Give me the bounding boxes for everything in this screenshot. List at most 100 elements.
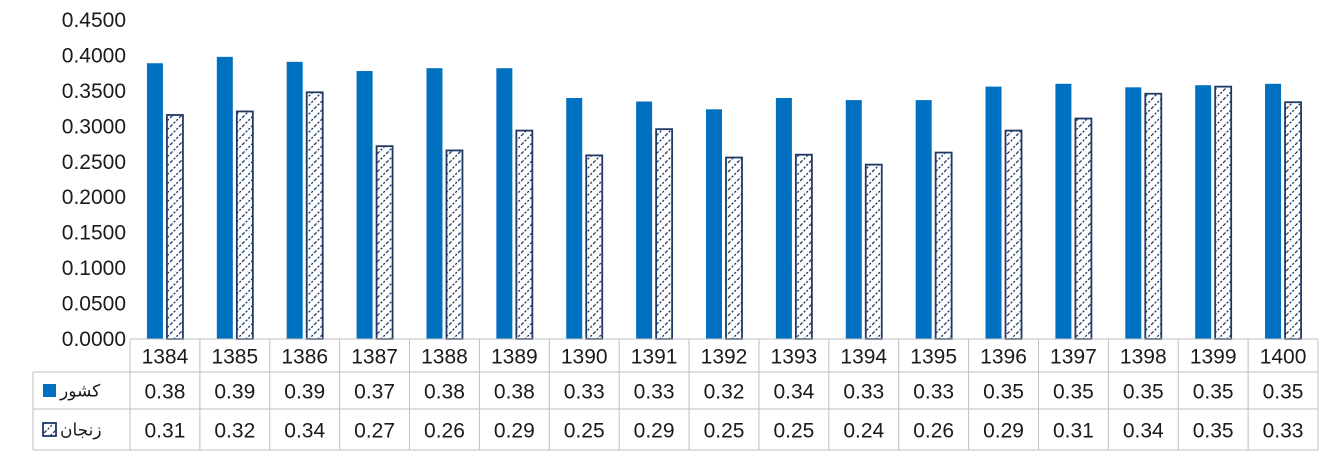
table-value: 0.31 [1053,420,1094,443]
table-value: 0.32 [214,420,255,443]
table-value: 0.35 [1193,381,1234,404]
table-value: 0.29 [634,420,675,443]
x-tick-label: 1396 [980,346,1027,369]
bar-keshvar [775,97,792,339]
bar-zanjan [794,153,813,340]
table-value: 0.35 [1053,381,1094,404]
bar-keshvar [1055,83,1072,339]
table-value: 0.34 [773,381,814,404]
bar-keshvar [1265,83,1282,339]
bar-zanjan [515,129,534,340]
table-value: 0.33 [843,381,884,404]
x-tick-label: 1384 [142,346,189,369]
y-tick-label: 0.2500 [62,151,126,174]
y-tick-label: 0.1000 [62,257,126,280]
table-value: 0.38 [424,381,465,404]
table-value: 0.27 [354,420,395,443]
bar-zanjan [725,156,743,340]
table-value: 0.39 [214,381,255,404]
table-value: 0.29 [983,420,1024,443]
bar-keshvar [356,71,373,339]
x-tick-label: 1392 [701,346,748,369]
bar-zanjan [375,145,394,340]
y-tick-label: 0.3000 [62,115,126,138]
y-tick-label: 0.4500 [62,9,126,32]
bar-keshvar [146,63,163,340]
x-tick-label: 1397 [1050,346,1097,369]
y-tick-label: 0.0000 [62,328,126,351]
table-value: 0.33 [564,381,605,404]
bar-zanjan [1004,129,1023,340]
bar-keshvar [985,86,1002,339]
table-value: 0.34 [1123,420,1164,443]
bar-zanjan [934,151,953,340]
table-value: 0.33 [634,381,675,404]
table-value: 0.31 [145,420,186,443]
bar-keshvar [426,68,443,340]
table-value: 0.26 [913,420,954,443]
table-value: 0.25 [773,420,814,443]
bar-zanjan [655,128,674,340]
bar-keshvar [636,101,653,340]
bar-zanjan [235,110,254,340]
table-value: 0.34 [284,420,325,443]
x-tick-label: 1393 [771,346,818,369]
x-tick-label: 1400 [1260,346,1307,369]
legend-label: کشور [59,382,101,402]
bar-zanjan [305,91,324,340]
table-value: 0.38 [494,381,535,404]
x-tick-label: 1390 [561,346,608,369]
x-tick-label: 1398 [1120,346,1167,369]
x-tick-label: 1389 [491,346,538,369]
x-tick-label: 1388 [421,346,468,369]
table-value: 0.25 [704,420,745,443]
bar-keshvar [845,100,862,339]
bar-zanjan [1214,85,1233,340]
table-value: 0.32 [704,381,745,404]
data-table: 1384 1385 1386 1387 1388 1389 1390 1391 1392 1393… [32,338,1319,451]
bar-zanjan [1284,101,1302,340]
bar-keshvar [566,97,583,339]
table-value: 0.25 [564,420,605,443]
table-value: 0.37 [354,381,395,404]
x-tick-label: 1399 [1190,346,1237,369]
table-value: 0.29 [494,420,535,443]
x-tick-label: 1385 [211,346,258,369]
table-value: 0.35 [1263,381,1304,404]
x-tick-label: 1395 [910,346,957,369]
bar-keshvar [496,68,513,340]
table-value: 0.35 [1123,381,1164,404]
bars-group [146,56,1302,340]
bar-zanjan [445,149,464,340]
table-value: 0.35 [1193,420,1234,443]
table-value: 0.35 [983,381,1024,404]
y-axis: 0.0000 0.0500 0.1000 0.1500 0.2000 0.2500 0.30… [62,9,126,351]
table-value: 0.38 [145,381,186,404]
bar-keshvar [1195,85,1212,340]
legend-key-keshvar [43,384,56,397]
legend-label: زنجان [60,421,102,441]
table-value: 0.33 [1263,420,1304,443]
legend-key-zanjan [42,422,57,437]
bar-zanjan [1074,117,1093,340]
y-tick-label: 0.0500 [62,293,126,316]
y-tick-label: 0.4000 [62,44,126,67]
bar-keshvar [915,100,932,339]
bar-zanjan [1144,92,1163,340]
x-tick-label: 1386 [281,346,328,369]
x-tick-label: 1387 [351,346,398,369]
table-value: 0.39 [284,381,325,404]
bar-keshvar [706,109,722,339]
table-value: 0.33 [913,381,954,404]
x-tick-label: 1394 [840,346,887,369]
y-tick-label: 0.1500 [62,222,126,245]
bar-zanjan [585,154,604,340]
bar-keshvar [286,61,303,340]
bar-zanjan [864,163,883,340]
x-tick-label: 1391 [631,346,678,369]
bar-zanjan [166,114,184,340]
table-value: 0.26 [424,420,465,443]
bar-keshvar [216,56,233,340]
